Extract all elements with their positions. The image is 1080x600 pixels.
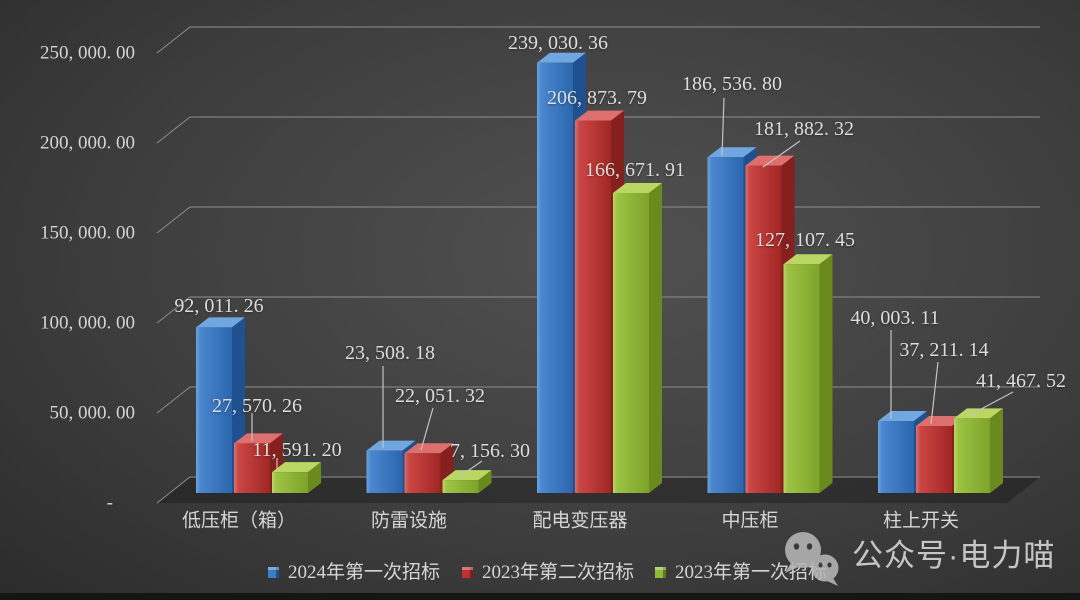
- category-label: 中压柜: [721, 510, 779, 532]
- bar-top-face: [745, 155, 795, 166]
- y-axis-label: 150, 000. 00: [40, 222, 135, 244]
- bar-side-face: [990, 408, 1003, 493]
- data-label-1-0: 27, 570. 26: [212, 395, 302, 417]
- legend-item: 2023年第二次招标: [462, 561, 634, 583]
- legend-marker: [655, 566, 666, 578]
- bar-2-0: [272, 462, 321, 493]
- category-label: 配电变压器: [532, 510, 628, 532]
- bar-top-face: [442, 470, 492, 481]
- bar-top-face: [234, 433, 283, 444]
- legend-marker: [268, 566, 279, 578]
- gridline-diagonal: [156, 26, 191, 54]
- data-label-2-3: 127, 107. 45: [755, 229, 855, 251]
- legend-label: 2024年第一次招标: [288, 561, 441, 583]
- bar-front-face: [783, 264, 820, 493]
- bar-front-face: [878, 420, 914, 493]
- bars: [196, 52, 1003, 494]
- bar-top-face: [878, 410, 927, 421]
- leader-line: [721, 97, 725, 157]
- bar-front-face: [745, 165, 782, 493]
- leader-line: [967, 391, 1014, 417]
- data-label-1-1: 22, 051. 32: [395, 385, 485, 407]
- bar-top-face: [954, 408, 1003, 419]
- legend-label: 2023年第二次招标: [482, 561, 635, 583]
- legend-item: 2024年第一次招标: [268, 561, 440, 583]
- bar-front-face: [366, 450, 403, 493]
- bar-front-face: [575, 120, 611, 494]
- bar-top-face: [575, 110, 624, 121]
- bar-top-face: [196, 317, 245, 328]
- data-label-0-3: 186, 536. 80: [682, 73, 782, 95]
- wechat-icon: [785, 532, 839, 586]
- bar-top-face: [404, 443, 454, 454]
- y-axis-label: 200, 000. 00: [40, 132, 135, 154]
- data-label-1-3: 181, 882. 32: [754, 118, 854, 140]
- bar-top-face: [783, 254, 833, 265]
- bar-front-face: [707, 157, 744, 493]
- data-label-0-4: 40, 003. 11: [850, 307, 940, 329]
- data-label-2-0: 11, 591. 20: [252, 439, 342, 461]
- bar-front-face: [404, 453, 441, 493]
- data-label-0-2: 239, 030. 36: [508, 32, 608, 54]
- data-label-0-0: 92, 011. 26: [174, 295, 264, 317]
- bar-front-face: [613, 192, 649, 494]
- y-axis-label: -: [106, 492, 113, 514]
- bar-side-face: [478, 470, 492, 493]
- data-label-2-1: 7, 156. 30: [450, 440, 530, 462]
- y-axis-label: 100, 000. 00: [40, 312, 135, 334]
- bar-front-face: [272, 472, 308, 493]
- bar-side-face: [649, 182, 662, 494]
- gridline-diagonal: [156, 296, 191, 324]
- gridline-diagonal: [156, 206, 191, 234]
- data-label-1-4: 37, 211. 14: [899, 339, 989, 361]
- bar-front-face: [442, 480, 479, 493]
- bar-side-face: [819, 254, 833, 493]
- bar-top-face: [366, 440, 416, 451]
- bar-2-4: [954, 408, 1003, 493]
- leader-line: [930, 361, 939, 425]
- y-axis-label: 50, 000. 00: [49, 402, 136, 424]
- leader-line: [458, 460, 483, 478]
- bar-2-1: [442, 470, 492, 493]
- bar-front-face: [916, 426, 952, 493]
- leader-lines: [251, 97, 1014, 478]
- bar-front-face: [196, 327, 232, 493]
- bar-front-face: [234, 443, 270, 493]
- bar-2-3: [783, 254, 833, 493]
- bar-2-2: [613, 182, 662, 494]
- leader-line: [762, 140, 801, 168]
- legend-marker: [462, 566, 473, 578]
- category-label: 低压柜（箱）: [181, 510, 297, 532]
- bar-top-face: [916, 416, 965, 427]
- data-label-1-2: 206, 873. 79: [547, 87, 647, 109]
- bar-top-face: [707, 147, 757, 158]
- category-label: 柱上开关: [882, 510, 960, 532]
- gridline-diagonal: [156, 386, 191, 414]
- bar-top-face: [613, 182, 662, 193]
- data-label-0-1: 23, 508. 18: [345, 342, 435, 364]
- gridline-diagonal: [156, 116, 191, 144]
- data-label-2-4: 41, 467. 52: [976, 370, 1066, 392]
- slide-bottom-band: [0, 593, 1080, 600]
- bar-top-face: [272, 462, 321, 473]
- leader-line: [420, 407, 434, 451]
- bar-front-face: [954, 418, 990, 493]
- floor-left-edge: [156, 476, 191, 504]
- data-label-2-2: 166, 671. 91: [585, 159, 685, 181]
- bar-side-face: [308, 462, 321, 493]
- y-axis-label: 250, 000. 00: [40, 42, 135, 64]
- watermark-text: 公众号·电力喵: [852, 538, 1056, 573]
- bar-front-face: [537, 62, 573, 493]
- bar-top-face: [537, 52, 586, 63]
- category-label: 防雷设施: [370, 510, 448, 532]
